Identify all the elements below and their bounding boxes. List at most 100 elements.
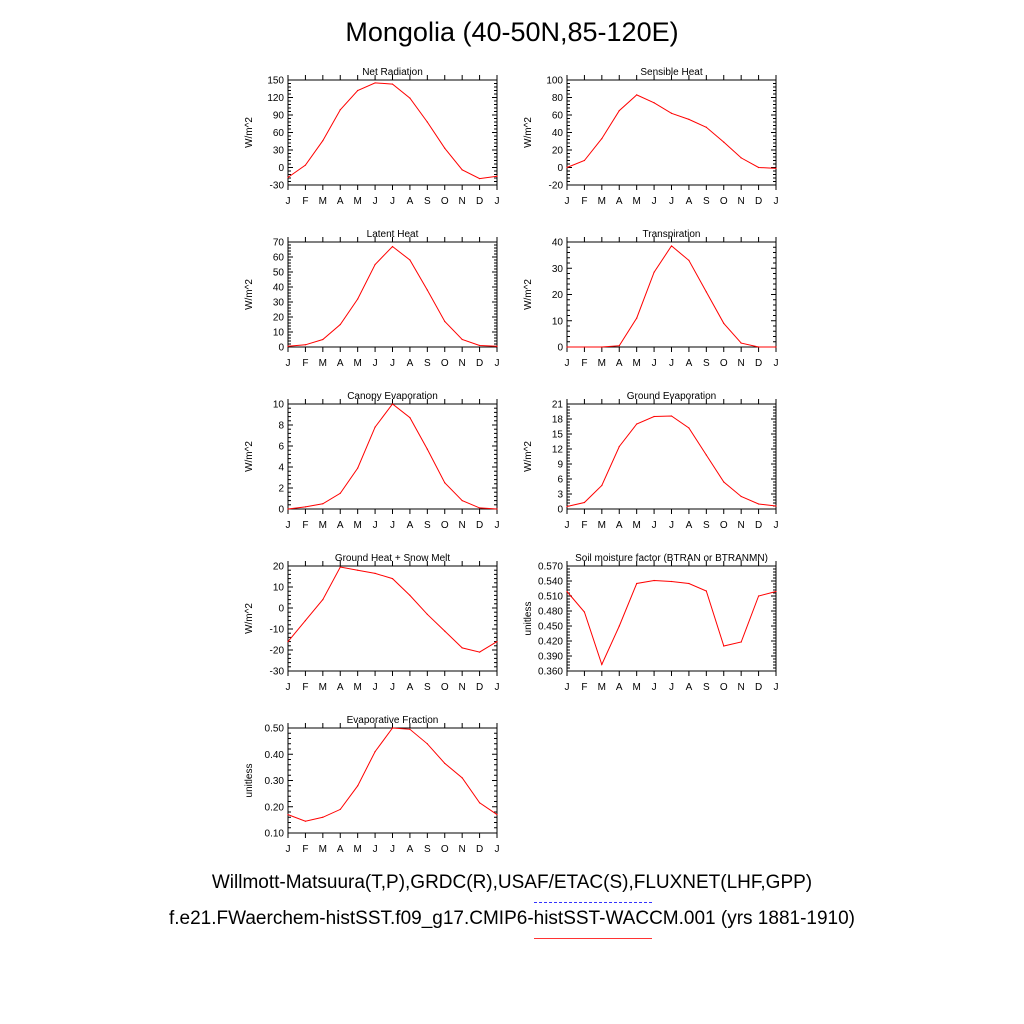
y-tick-label: 6: [557, 475, 563, 486]
data-point: [409, 259, 411, 261]
data-point: [426, 448, 428, 450]
data-point: [566, 166, 568, 169]
legend-model-label: f.e21.FWaerchem-histSST.f09_g17.CMIP6-hi…: [168, 908, 855, 929]
x-tick-label: F: [302, 196, 308, 207]
data-point: [304, 820, 307, 822]
data-point: [444, 482, 446, 484]
y-tick-label: 40: [552, 128, 564, 139]
data-point: [757, 595, 760, 597]
data-point: [391, 403, 394, 405]
data-point: [357, 467, 359, 469]
data-point: [775, 346, 777, 348]
series-line: [566, 94, 777, 169]
y-axis-label: W/m^2: [523, 279, 534, 310]
data-point: [757, 503, 760, 505]
x-tick-label: J: [286, 196, 291, 207]
x-tick-label: A: [337, 196, 344, 207]
x-tick-label: J: [390, 844, 395, 855]
x-tick-label: A: [407, 520, 414, 531]
x-tick-label: S: [424, 682, 431, 693]
data-point: [705, 126, 707, 128]
data-point: [374, 426, 376, 428]
x-tick-label: J: [774, 196, 779, 207]
data-point: [723, 141, 725, 143]
x-tick-label: M: [319, 520, 327, 531]
data-point: [601, 346, 603, 348]
x-tick-label: D: [476, 358, 483, 369]
x-tick-label: J: [669, 196, 674, 207]
x-tick-label: N: [459, 682, 466, 693]
x-tick-label: F: [581, 682, 587, 693]
x-tick-label: D: [476, 196, 483, 207]
y-tick-label: 30: [273, 146, 285, 157]
data-point: [688, 582, 690, 585]
data-point: [444, 147, 446, 149]
x-tick-label: F: [302, 844, 308, 855]
x-tick-label: A: [337, 844, 344, 855]
y-tick-label: 20: [552, 290, 564, 301]
x-tick-label: M: [598, 682, 606, 693]
x-tick-label: M: [632, 358, 640, 369]
data-point: [287, 641, 289, 643]
data-point: [653, 102, 655, 104]
x-tick-label: A: [686, 196, 693, 207]
y-tick-label: 8: [278, 421, 284, 432]
y-tick-label: -20: [549, 181, 564, 192]
data-point: [391, 578, 394, 580]
x-tick-label: J: [286, 682, 291, 693]
y-tick-label: 150: [267, 76, 284, 87]
x-tick-label: M: [632, 520, 640, 531]
x-tick-label: A: [337, 682, 344, 693]
plot-frame: [287, 79, 498, 186]
data-point: [478, 651, 481, 653]
data-point: [688, 259, 690, 261]
x-tick-label: A: [407, 844, 414, 855]
series-line: [287, 245, 498, 347]
data-point: [391, 727, 394, 729]
x-tick-label: J: [495, 520, 500, 531]
panel-7: Ground Heat + Snow Melt W/m^2 -30 -20 -10 0 10…: [244, 553, 500, 693]
data-point: [670, 245, 673, 247]
data-point: [374, 263, 376, 266]
x-tick-label: M: [353, 682, 361, 693]
y-tick-label: 10: [273, 400, 285, 411]
x-tick-label: M: [319, 196, 327, 207]
x-tick-label: A: [616, 358, 623, 369]
data-point: [339, 492, 341, 494]
x-tick-label: J: [286, 844, 291, 855]
data-point: [461, 777, 463, 779]
data-point: [618, 625, 620, 627]
x-tick-label: A: [686, 520, 693, 531]
y-tick-label: 0.510: [538, 592, 563, 603]
x-tick-label: O: [441, 844, 449, 855]
data-point: [496, 508, 498, 510]
x-tick-label: J: [565, 358, 570, 369]
x-tick-label: J: [774, 358, 779, 369]
y-tick-label: 30: [273, 298, 285, 309]
data-point: [601, 663, 603, 666]
x-tick-label: M: [598, 520, 606, 531]
x-tick-label: J: [495, 844, 500, 855]
plot-frame: [566, 79, 777, 186]
legend-obs-swatch: [534, 902, 652, 903]
x-tick-label: S: [703, 358, 710, 369]
x-tick-label: J: [286, 520, 291, 531]
x-tick-label: J: [373, 682, 378, 693]
series-line: [566, 415, 777, 507]
x-tick-label: F: [302, 358, 308, 369]
data-point: [304, 506, 307, 508]
series-line: [566, 579, 777, 666]
data-point: [287, 176, 289, 179]
legend-obs-label: Willmott-Matsuura(T,P),GRDC(R),USAF/ETAC…: [211, 872, 813, 893]
x-tick-label: S: [703, 520, 710, 531]
y-tick-label: 0.420: [538, 637, 563, 648]
data-point: [601, 484, 603, 487]
x-tick-label: N: [459, 844, 466, 855]
y-tick-label: 20: [273, 562, 285, 573]
x-tick-label: J: [390, 682, 395, 693]
data-point: [478, 344, 481, 347]
data-point: [496, 641, 498, 643]
x-tick-label: D: [476, 844, 483, 855]
